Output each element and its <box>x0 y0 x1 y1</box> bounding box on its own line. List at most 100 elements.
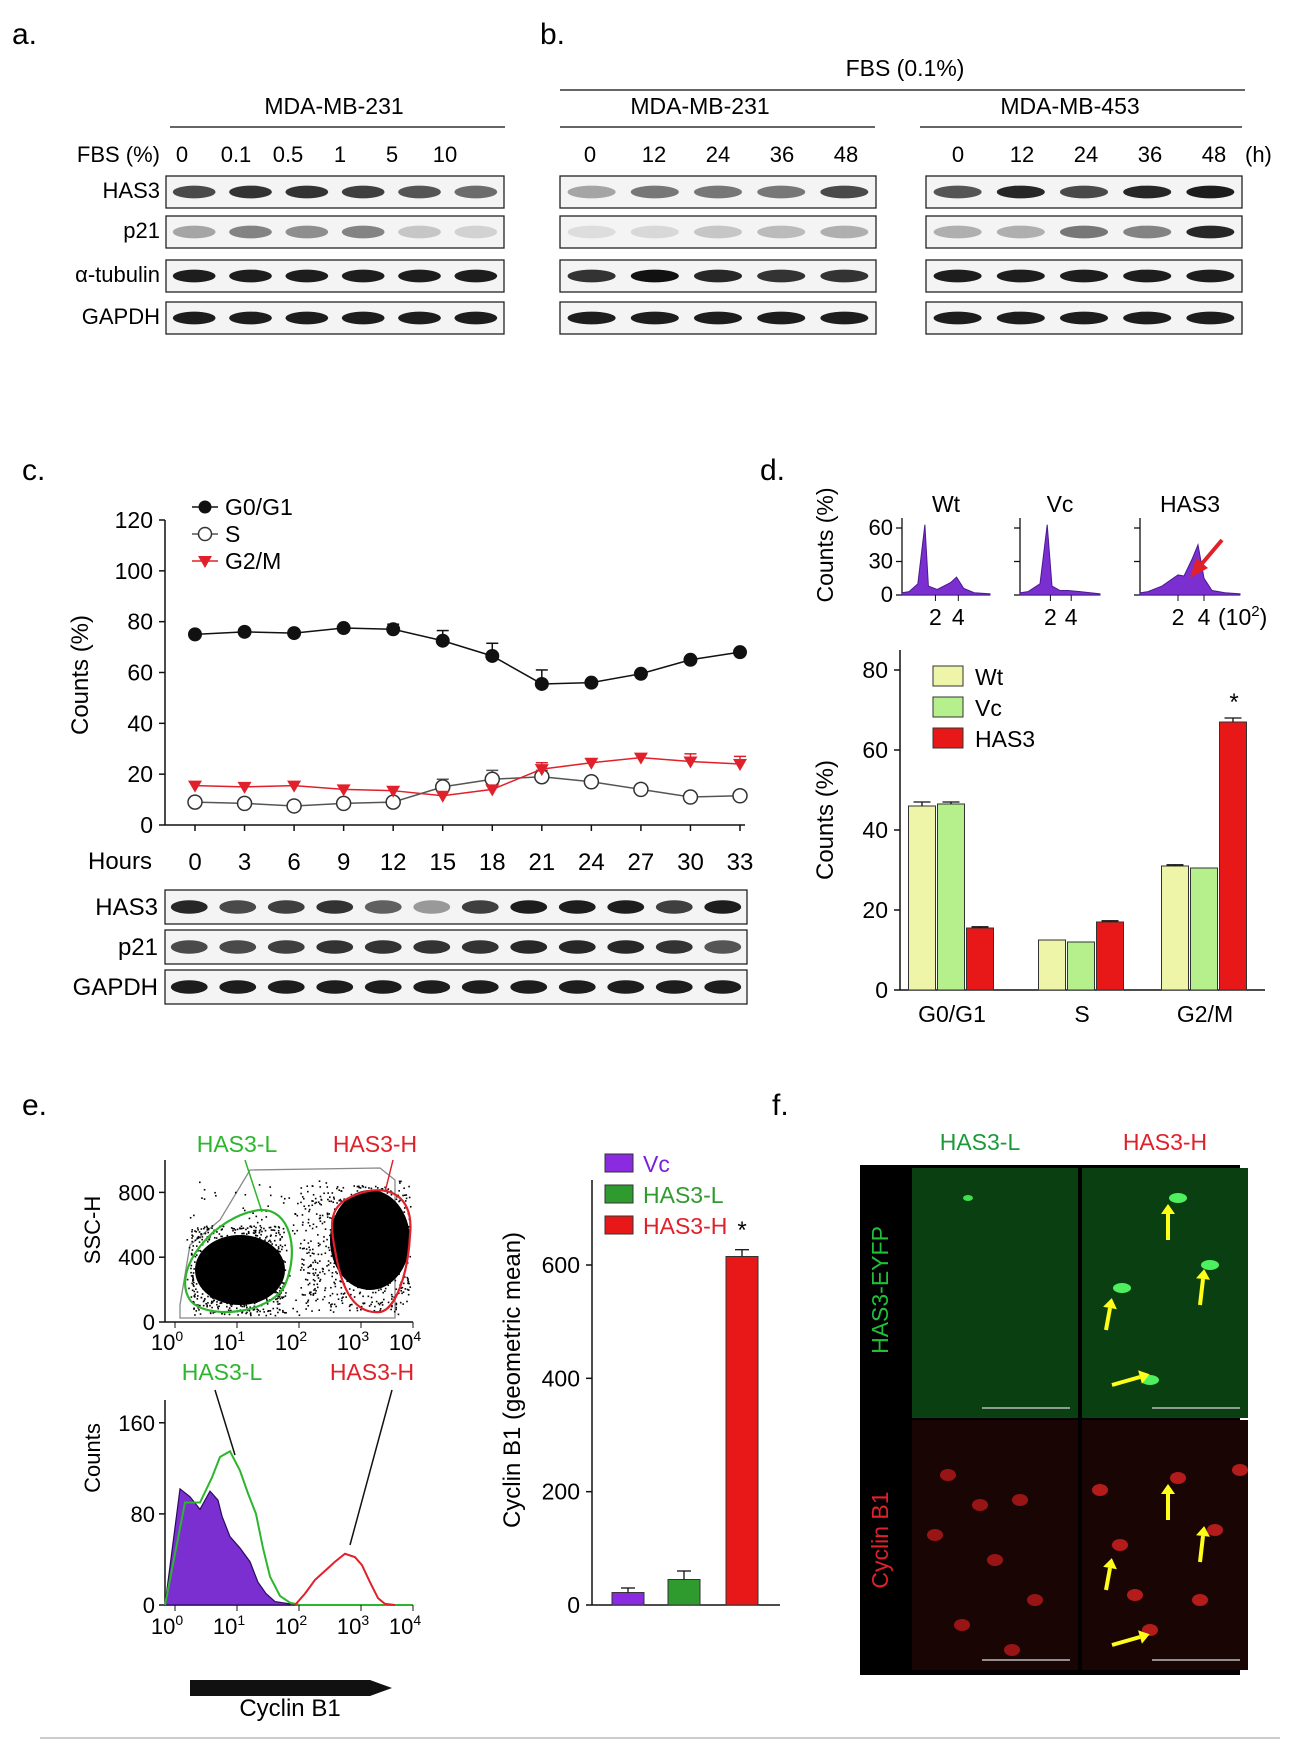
row-label-strip <box>860 1165 910 1675</box>
e-xtick-exp: 4 <box>413 1612 421 1628</box>
hist-title: HAS3 <box>1160 491 1220 517</box>
time-unit-label: (h) <box>1245 142 1272 167</box>
e-xtick-label: 101 <box>213 1612 245 1639</box>
scatter-dot <box>228 1313 231 1316</box>
scatter-dot <box>407 1282 409 1285</box>
scatter-dot <box>280 1248 283 1251</box>
scatter-dot <box>330 1200 333 1203</box>
d-bar <box>908 805 936 991</box>
condition-label: 1 <box>334 142 346 167</box>
scatter-dot <box>322 1268 325 1270</box>
hist-leader-l <box>214 1389 236 1456</box>
scatter-dot <box>273 1239 276 1242</box>
scatter-dot <box>328 1213 331 1215</box>
scatter-dot <box>306 1279 309 1281</box>
scatter-dot <box>193 1268 195 1270</box>
scatter-dot <box>334 1282 336 1285</box>
series-line <box>194 775 741 807</box>
scatter-dot <box>403 1276 406 1278</box>
e-xtick-exp: 2 <box>299 1328 307 1344</box>
band <box>229 185 272 199</box>
scatter-dot <box>195 1245 198 1247</box>
legend-swatch <box>932 696 964 718</box>
band <box>316 980 354 994</box>
band <box>933 185 982 199</box>
blot-strip-frame <box>165 301 505 335</box>
scatter-dot <box>401 1292 403 1295</box>
scatter-dot <box>269 1226 272 1229</box>
scatter-dot <box>193 1214 195 1217</box>
scatter-dot <box>191 1229 194 1231</box>
blot-strip <box>164 969 748 1005</box>
scatter-dot <box>315 1299 317 1302</box>
d-bar <box>1161 865 1189 991</box>
data-point <box>237 624 252 639</box>
legend-marker <box>198 556 212 568</box>
scatter-dot <box>329 1217 331 1219</box>
blot-strip-frame <box>165 259 505 293</box>
band <box>567 269 616 283</box>
scatter-dot <box>324 1228 327 1230</box>
scatter-dot <box>308 1204 310 1207</box>
scatter-dot <box>264 1239 266 1241</box>
scatter-dot <box>199 1304 201 1307</box>
scatter-dot <box>195 1283 198 1285</box>
scatter-dot <box>192 1272 195 1274</box>
scatter-dot <box>333 1198 336 1200</box>
d-bar <box>1190 867 1218 991</box>
blot-label: HAS3 <box>95 894 158 921</box>
scatter-dot <box>312 1200 314 1202</box>
scatter-dot <box>292 1307 294 1310</box>
c-ytick-label: 120 <box>115 507 153 533</box>
micrograph <box>912 1168 1078 1418</box>
scatter-dot <box>328 1196 331 1198</box>
scatter-dot <box>258 1184 261 1186</box>
scatter-dot <box>304 1278 307 1281</box>
scatter-dot <box>390 1308 392 1311</box>
scatter-dot <box>303 1247 305 1250</box>
blot-strip <box>165 259 505 293</box>
scatter-dot <box>319 1280 321 1282</box>
scatter-dot <box>281 1245 284 1248</box>
blot-strip <box>925 175 1243 209</box>
scatter-dot <box>363 1302 366 1305</box>
scatter-dot <box>326 1265 328 1267</box>
band <box>1059 269 1109 283</box>
hist-title: Vc <box>1047 491 1074 517</box>
band <box>630 269 679 283</box>
scatter-dot <box>230 1305 233 1308</box>
data-point <box>237 781 252 794</box>
scatter-dot <box>315 1268 317 1271</box>
scatter-dot <box>192 1277 195 1280</box>
scatter-dot <box>312 1272 315 1275</box>
scatter-dot <box>254 1231 257 1234</box>
scatter-dot <box>283 1283 285 1285</box>
scatter-dot <box>387 1301 390 1304</box>
band <box>229 311 272 325</box>
condition-label: 0.5 <box>273 142 304 167</box>
band <box>413 980 451 994</box>
scatter-dot <box>327 1246 330 1249</box>
e-xtick-exp: 0 <box>175 1612 183 1628</box>
e-xtick-base: 10 <box>275 1614 299 1639</box>
scatter-dot <box>196 1237 199 1240</box>
scatter-dot <box>299 1269 302 1271</box>
scatter-dot <box>333 1281 335 1284</box>
scatter-dot <box>234 1231 236 1234</box>
yellow-arrow-icon-head <box>1161 1204 1175 1214</box>
micrograph <box>1082 1420 1248 1670</box>
scatter-dot <box>279 1309 281 1311</box>
scatter-dot <box>329 1234 331 1237</box>
scatter-dot <box>307 1283 310 1286</box>
e-bar-ytick-label: 400 <box>542 1365 580 1391</box>
d-bar <box>937 803 965 991</box>
band <box>219 940 257 954</box>
scatter-dot <box>400 1287 403 1289</box>
scatter-dot <box>381 1187 384 1190</box>
band <box>630 225 679 239</box>
scatter-dot <box>316 1262 319 1264</box>
scatter-dot <box>320 1253 323 1256</box>
band <box>1186 269 1235 283</box>
data-point <box>386 622 401 637</box>
